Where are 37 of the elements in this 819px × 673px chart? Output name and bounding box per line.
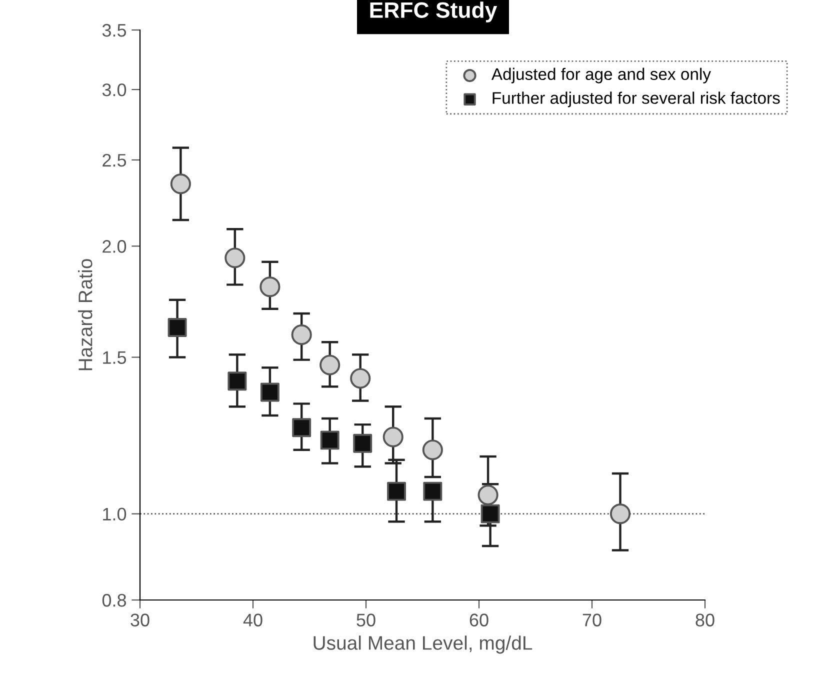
y-tick-label: 1.0	[103, 508, 126, 521]
y-tick-label: 3.0	[102, 83, 126, 96]
point	[260, 382, 280, 402]
x-tick-label: 80	[696, 614, 714, 626]
point	[353, 434, 372, 453]
point	[423, 482, 442, 501]
legend-label: Adjusted for age and sex only	[491, 68, 711, 84]
point	[480, 504, 500, 524]
point	[422, 440, 443, 460]
point	[224, 248, 246, 268]
x-tick-label: 70	[582, 614, 602, 626]
point	[168, 318, 187, 337]
point	[387, 482, 406, 501]
x-tick-label: 40	[243, 614, 262, 626]
y-tick-label: 2.5	[102, 154, 126, 167]
point	[478, 484, 498, 506]
point	[320, 430, 340, 450]
y-axis-title: Hazard Ratio	[78, 259, 92, 370]
point	[610, 504, 631, 524]
point	[291, 324, 312, 346]
point	[320, 354, 340, 376]
x-tick-label: 50	[356, 614, 376, 626]
legend-label: Further adjusted for several risk factors	[492, 92, 780, 108]
point	[350, 368, 371, 389]
x-axis-title: Usual Mean Level, mg/dL	[314, 636, 532, 654]
x-tick-label: 30	[130, 614, 150, 626]
chart-title: ERFC Study	[370, 2, 498, 22]
y-tick-label: 1.5	[103, 351, 126, 364]
y-tick-label: 0.8	[102, 594, 126, 607]
point	[292, 418, 312, 438]
point	[170, 174, 191, 194]
point	[260, 276, 280, 298]
point	[382, 426, 404, 448]
point	[228, 372, 247, 391]
y-tick-label: 2.0	[102, 240, 126, 253]
y-tick-label: 3.5	[102, 24, 126, 37]
x-tick-label: 60	[470, 614, 488, 626]
